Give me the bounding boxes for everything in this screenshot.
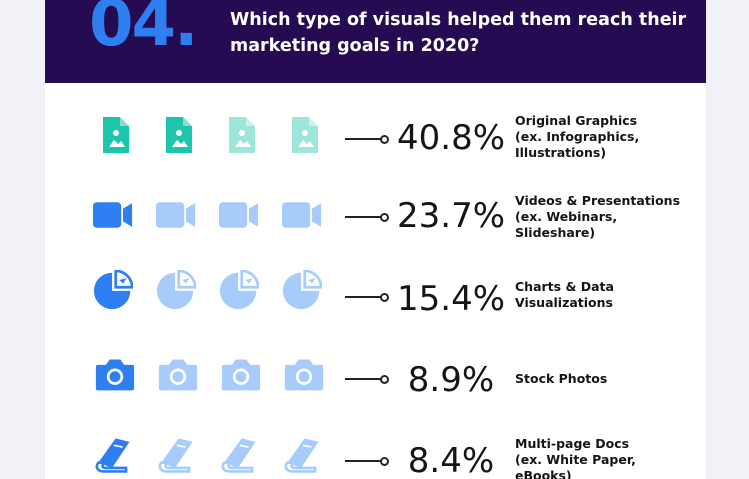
connector-line (345, 135, 389, 144)
book-icon (284, 438, 319, 473)
video-camera-icon (282, 202, 322, 228)
video-camera-icon (156, 202, 196, 228)
label-line: Multi-page Docs (515, 436, 630, 451)
question-line-1: Which type of visuals helped them reach … (230, 10, 687, 30)
question-line-2: marketing goals in 2020? (230, 36, 480, 56)
stat-row-charts: 15.4% Charts & Data Visualizations (45, 258, 706, 328)
pie-chart-icon (156, 270, 196, 310)
book-icon (95, 438, 130, 473)
percent-value: 8.4% (407, 441, 495, 479)
connector-line (345, 375, 389, 384)
percent-value: 8.9% (407, 360, 495, 400)
stat-row-multipage-docs: 8.4% Multi-page Docs (ex. White Paper, e… (45, 420, 706, 479)
document-image-icon (166, 117, 192, 153)
camera-icon (95, 359, 135, 391)
label-line: Stock Photos (515, 371, 608, 386)
document-image-icon (292, 117, 318, 153)
label-line: Original Graphics (515, 113, 638, 128)
book-icon (221, 438, 256, 473)
pie-chart-icon (282, 270, 322, 310)
connector-line (345, 457, 389, 466)
header-banner: 04. Which type of visuals helped them re… (45, 0, 706, 83)
label-line: Charts & Data (515, 279, 614, 294)
camera-icon (158, 359, 198, 391)
pie-chart-icon (93, 270, 133, 310)
infographic-card: 04. Which type of visuals helped them re… (45, 0, 706, 479)
video-camera-icon (219, 202, 259, 228)
label-line: (ex. Webinars, (515, 209, 618, 224)
document-image-icon (229, 117, 255, 153)
label-line: Slideshare) (515, 225, 596, 240)
percent-value: 15.4% (397, 279, 506, 319)
section-number: 04. (89, 0, 198, 61)
camera-icon (221, 359, 261, 391)
label-line: eBooks) (515, 468, 572, 479)
stat-row-stock-photos: 8.9% Stock Photos (45, 340, 706, 410)
stat-row-original-graphics: 40.8% Original Graphics (ex. Infographic… (45, 100, 706, 170)
connector-line (345, 293, 389, 302)
label-line: (ex. White Paper, (515, 452, 636, 467)
category-label: Charts & Data Visualizations (515, 279, 614, 311)
percent-value: 40.8% (397, 118, 506, 158)
book-icon (158, 438, 193, 473)
video-camera-icon (93, 202, 133, 228)
label-line: Visualizations (515, 295, 613, 310)
category-label: Multi-page Docs (ex. White Paper, eBooks… (515, 436, 636, 479)
percent-value: 23.7% (397, 196, 506, 236)
category-label: Stock Photos (515, 371, 607, 387)
label-line: (ex. Infographics, (515, 129, 640, 144)
label-line: Videos & Presentations (515, 193, 681, 208)
connector-line (345, 213, 389, 222)
category-label: Videos & Presentations (ex. Webinars, Sl… (515, 193, 680, 241)
camera-icon (284, 359, 324, 391)
document-image-icon (103, 117, 129, 153)
stat-row-videos: 23.7% Videos & Presentations (ex. Webina… (45, 180, 706, 250)
category-label: Original Graphics (ex. Infographics, Ill… (515, 113, 639, 161)
pie-chart-icon (219, 270, 259, 310)
label-line: Illustrations) (515, 145, 607, 160)
